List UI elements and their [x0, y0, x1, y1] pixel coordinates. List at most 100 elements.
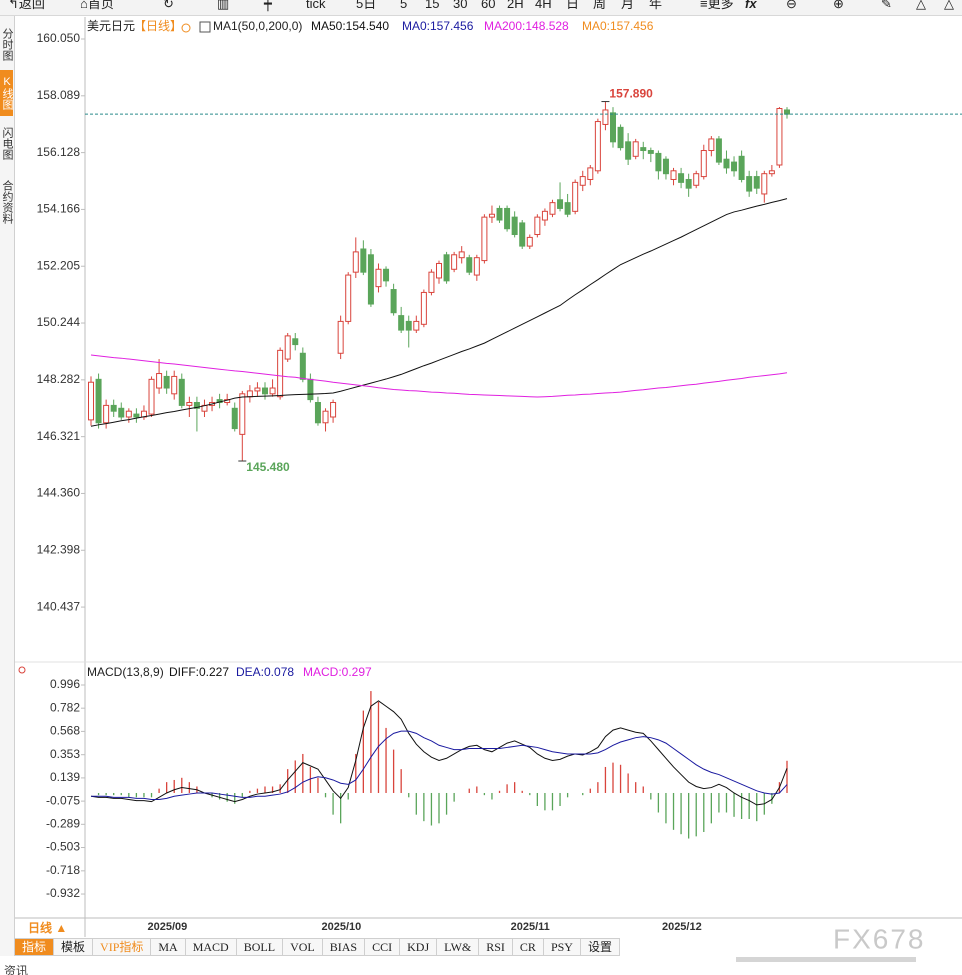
watermark: FX678	[833, 923, 926, 954]
candle-body	[352, 251, 359, 273]
legend-entry: MA50:154.540	[311, 19, 389, 33]
period-button[interactable]: 60	[481, 0, 496, 11]
candle-body	[466, 257, 473, 273]
candle-body	[481, 216, 488, 262]
y-tick-label: 148.282	[37, 372, 81, 386]
candle-body	[360, 248, 367, 273]
candle-body	[647, 150, 654, 154]
y-tick-label: -0.503	[46, 840, 80, 854]
indicator-tab[interactable]: MACD	[185, 938, 237, 956]
more-button[interactable]: ≡更多	[700, 0, 734, 13]
candle-body	[375, 268, 382, 288]
legend-entry: MACD:0.297	[303, 665, 372, 679]
period-button[interactable]: 5日	[356, 0, 377, 11]
extreme-label: 157.890	[609, 87, 653, 101]
period-button[interactable]: 30	[453, 0, 468, 11]
side-tab[interactable]: 合约资料	[1, 180, 13, 224]
zoom-in[interactable]: ⊕	[833, 0, 844, 11]
indicator-tab[interactable]: CCI	[365, 938, 401, 956]
candle-body	[345, 274, 352, 322]
period-button[interactable]: 4H	[535, 0, 552, 11]
period-button[interactable]: 5	[400, 0, 408, 11]
zoom-out[interactable]: ⊖	[786, 0, 797, 11]
chart-icon[interactable]: ▥	[217, 0, 230, 11]
candle-body	[443, 254, 450, 282]
period-button[interactable]: 月	[621, 0, 635, 11]
add-icon	[181, 23, 191, 33]
candle-body	[405, 320, 412, 331]
indicator-tab[interactable]: MA	[151, 938, 186, 956]
candle-body	[534, 216, 541, 236]
bottom-tab[interactable]: 资讯	[4, 964, 28, 975]
period-button[interactable]: 15	[425, 0, 440, 11]
indicator-tab[interactable]: CR	[512, 938, 544, 956]
period-switch[interactable]: 日线 ▲	[28, 920, 67, 935]
candle-body	[511, 216, 518, 236]
candle-body	[761, 173, 768, 195]
side-tab[interactable]: 闪电图	[1, 126, 13, 160]
sidebar	[0, 16, 15, 956]
candle-body	[655, 152, 662, 172]
candle-body	[330, 402, 337, 418]
indicator-tab[interactable]: BIAS	[322, 938, 366, 956]
candle-body	[110, 404, 117, 412]
candle-body	[549, 202, 556, 215]
candle-body	[776, 108, 783, 166]
candle-body	[163, 375, 170, 389]
legend-entry: MA200:148.528	[484, 19, 569, 33]
scrollbar[interactable]	[736, 957, 916, 962]
period-button[interactable]: 周	[593, 0, 607, 11]
candle-body	[133, 413, 140, 418]
candle-body	[496, 207, 503, 221]
indicator-tab[interactable]: VOL	[283, 938, 323, 956]
x-tick-label: 2025/10	[322, 921, 362, 933]
y-tick-label: -0.289	[46, 816, 80, 830]
candle-body	[413, 320, 420, 331]
y-tick-label: -0.075	[46, 793, 80, 807]
toolbar: ↰返回 ⌂首页 ↻ ▥ ┿ ≡更多 fx ⊖ ⊕ ✎ △ △ tick 5日 5 15…	[0, 0, 962, 16]
candle-body	[746, 176, 753, 192]
period-button[interactable]: 2H	[507, 0, 524, 11]
settings-icon[interactable]	[18, 666, 26, 674]
triangle-button[interactable]: △	[916, 0, 926, 11]
y-tick-label: 156.128	[37, 145, 81, 159]
triangle-button[interactable]: △	[944, 0, 954, 11]
candle-body	[617, 126, 624, 149]
candle-body	[685, 178, 692, 189]
period-button[interactable]: tick	[306, 0, 326, 11]
y-tick-label: 154.166	[37, 202, 81, 216]
side-tab-active[interactable]: K线图	[0, 70, 13, 116]
candle-body	[488, 213, 495, 218]
indicator-tab[interactable]: 指标	[14, 938, 55, 956]
indicator-tab[interactable]: KDJ	[400, 938, 438, 956]
period-button[interactable]: 日	[566, 0, 580, 11]
indicator-tab[interactable]: BOLL	[236, 938, 284, 956]
extreme-label: 145.480	[246, 460, 290, 474]
candle-body	[640, 147, 647, 152]
refresh-button[interactable]: ↻	[163, 0, 174, 11]
candle-body	[178, 378, 185, 406]
back-button[interactable]: ↰返回	[8, 0, 45, 13]
period-button[interactable]: 年	[649, 0, 663, 11]
ma-line	[90, 354, 788, 398]
y-tick-label: 160.050	[37, 31, 81, 45]
candle-body	[784, 109, 790, 115]
indicator-tab[interactable]: LW&	[437, 938, 480, 956]
indicator-tab[interactable]: 设置	[580, 938, 620, 956]
y-tick-label: 144.360	[37, 486, 81, 500]
indicator-tab[interactable]: RSI	[479, 938, 513, 956]
indicator-tab[interactable]: 模板	[54, 938, 94, 956]
candle-body	[594, 121, 601, 172]
candle-icon[interactable]: ┿	[264, 0, 272, 11]
side-tab[interactable]: 分时图	[1, 27, 13, 61]
formula-button[interactable]: fx	[745, 0, 757, 11]
candle-body	[299, 352, 306, 380]
draw-button[interactable]: ✎	[881, 0, 892, 11]
indicator-tab[interactable]: VIP指标	[93, 938, 152, 956]
candle-body	[625, 141, 632, 160]
indicator-tab[interactable]: PSY	[543, 938, 581, 956]
home-button[interactable]: ⌂首页	[80, 0, 114, 13]
candle-body	[662, 158, 669, 175]
candle-body	[519, 222, 526, 247]
candle-body	[526, 236, 533, 247]
